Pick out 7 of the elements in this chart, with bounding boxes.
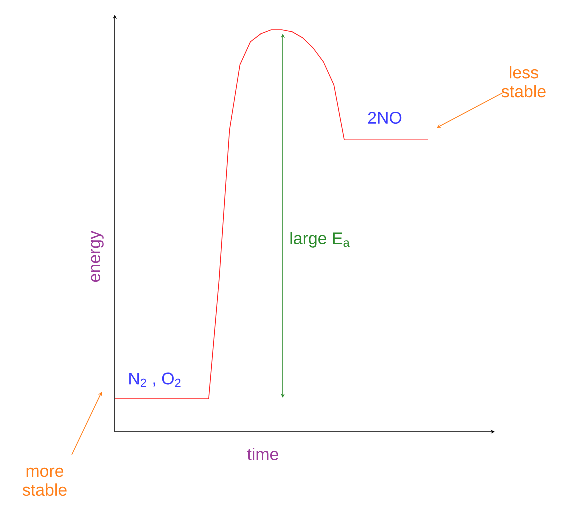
x-axis-title: time <box>247 448 278 460</box>
annotation: N$_{2}$ , O$_{2}$ <box>130 372 181 388</box>
text: more stable <box>22 468 67 496</box>
y-axis-title: energy <box>91 230 104 282</box>
annotation: 2NO <box>368 112 402 124</box>
annotation: large E$_{a}$ <box>290 232 350 248</box>
text: less stable <box>502 66 546 98</box>
